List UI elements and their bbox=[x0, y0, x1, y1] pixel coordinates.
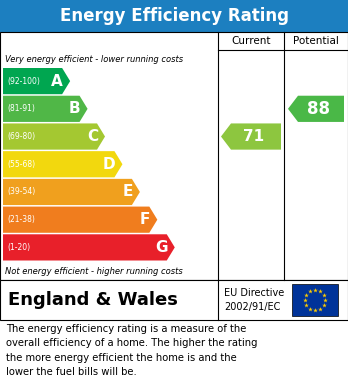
Polygon shape bbox=[221, 124, 281, 150]
Bar bbox=[0, 0, 348, 32]
Text: (39-54): (39-54) bbox=[7, 187, 35, 196]
Polygon shape bbox=[3, 68, 70, 94]
Bar bbox=[0, 280, 348, 320]
Polygon shape bbox=[3, 234, 175, 260]
Text: G: G bbox=[155, 240, 168, 255]
Text: D: D bbox=[103, 157, 116, 172]
Text: (55-68): (55-68) bbox=[7, 160, 35, 169]
Text: (69-80): (69-80) bbox=[7, 132, 35, 141]
Bar bbox=[292, 284, 338, 316]
Polygon shape bbox=[3, 206, 157, 233]
Text: Potential: Potential bbox=[293, 36, 339, 46]
Text: 88: 88 bbox=[308, 100, 331, 118]
Polygon shape bbox=[3, 124, 105, 150]
Text: England & Wales: England & Wales bbox=[8, 291, 178, 309]
Text: (81-91): (81-91) bbox=[7, 104, 35, 113]
Text: EU Directive
2002/91/EC: EU Directive 2002/91/EC bbox=[224, 289, 284, 312]
Text: (92-100): (92-100) bbox=[7, 77, 40, 86]
Polygon shape bbox=[3, 179, 140, 205]
Text: Very energy efficient - lower running costs: Very energy efficient - lower running co… bbox=[5, 56, 183, 65]
Polygon shape bbox=[3, 151, 122, 178]
Polygon shape bbox=[3, 96, 88, 122]
Text: Current: Current bbox=[231, 36, 271, 46]
Text: Energy Efficiency Rating: Energy Efficiency Rating bbox=[60, 7, 288, 25]
Bar bbox=[0, 32, 348, 280]
Text: 71: 71 bbox=[244, 129, 264, 144]
Text: (1-20): (1-20) bbox=[7, 243, 30, 252]
Text: (21-38): (21-38) bbox=[7, 215, 35, 224]
Text: E: E bbox=[122, 185, 133, 199]
Polygon shape bbox=[288, 96, 344, 122]
Text: C: C bbox=[87, 129, 98, 144]
Text: F: F bbox=[140, 212, 150, 227]
Text: The energy efficiency rating is a measure of the
overall efficiency of a home. T: The energy efficiency rating is a measur… bbox=[6, 324, 258, 377]
Text: A: A bbox=[52, 74, 63, 89]
Text: Not energy efficient - higher running costs: Not energy efficient - higher running co… bbox=[5, 267, 183, 276]
Text: B: B bbox=[69, 101, 81, 116]
